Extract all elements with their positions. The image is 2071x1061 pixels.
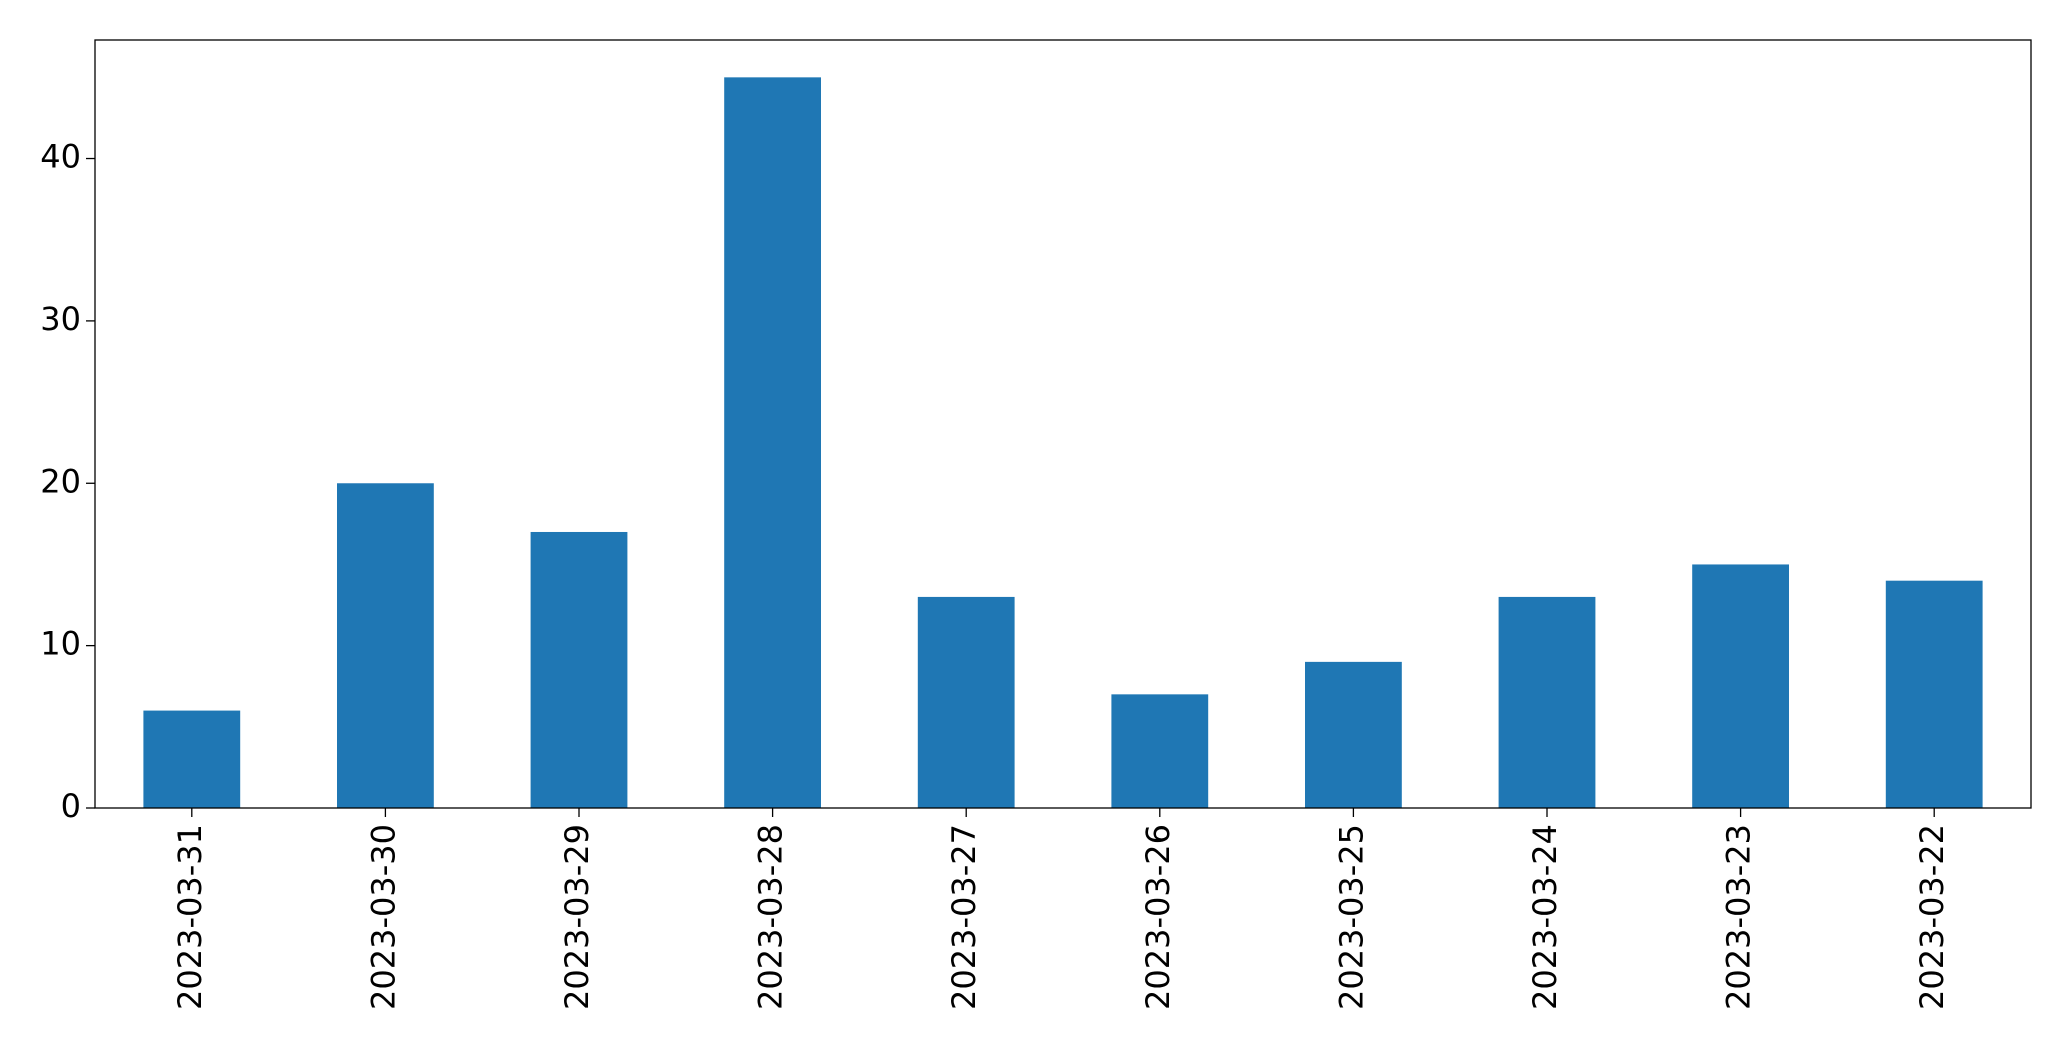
y-tick-label: 0 — [61, 787, 81, 825]
x-tick-label: 2023-03-25 — [1332, 824, 1370, 1010]
x-tick-label: 2023-03-22 — [1913, 824, 1951, 1010]
bar — [143, 710, 241, 808]
bar — [337, 483, 434, 808]
bar — [917, 596, 1015, 808]
bar — [1498, 596, 1596, 808]
y-tick-label: 40 — [40, 138, 81, 176]
x-tick-label: 2023-03-26 — [1139, 824, 1177, 1010]
plot-frame — [94, 39, 2032, 809]
bar — [1885, 580, 1983, 808]
x-tick-label: 2023-03-28 — [752, 824, 790, 1010]
x-tick-label: 2023-03-23 — [1720, 824, 1758, 1010]
x-tick-label: 2023-03-31 — [171, 824, 209, 1010]
y-tick-label: 30 — [40, 300, 81, 338]
y-tick-label: 20 — [40, 462, 81, 500]
x-tick-label: 2023-03-27 — [945, 824, 983, 1010]
bar — [1305, 661, 1402, 808]
x-tick-label: 2023-03-29 — [558, 824, 596, 1010]
bar — [1111, 694, 1209, 808]
y-tick-label: 10 — [40, 625, 81, 663]
x-tick-label: 2023-03-30 — [364, 824, 402, 1010]
bar — [530, 531, 628, 808]
bar — [1692, 564, 1789, 808]
bar — [724, 77, 821, 809]
x-tick-label: 2023-03-24 — [1526, 824, 1564, 1010]
